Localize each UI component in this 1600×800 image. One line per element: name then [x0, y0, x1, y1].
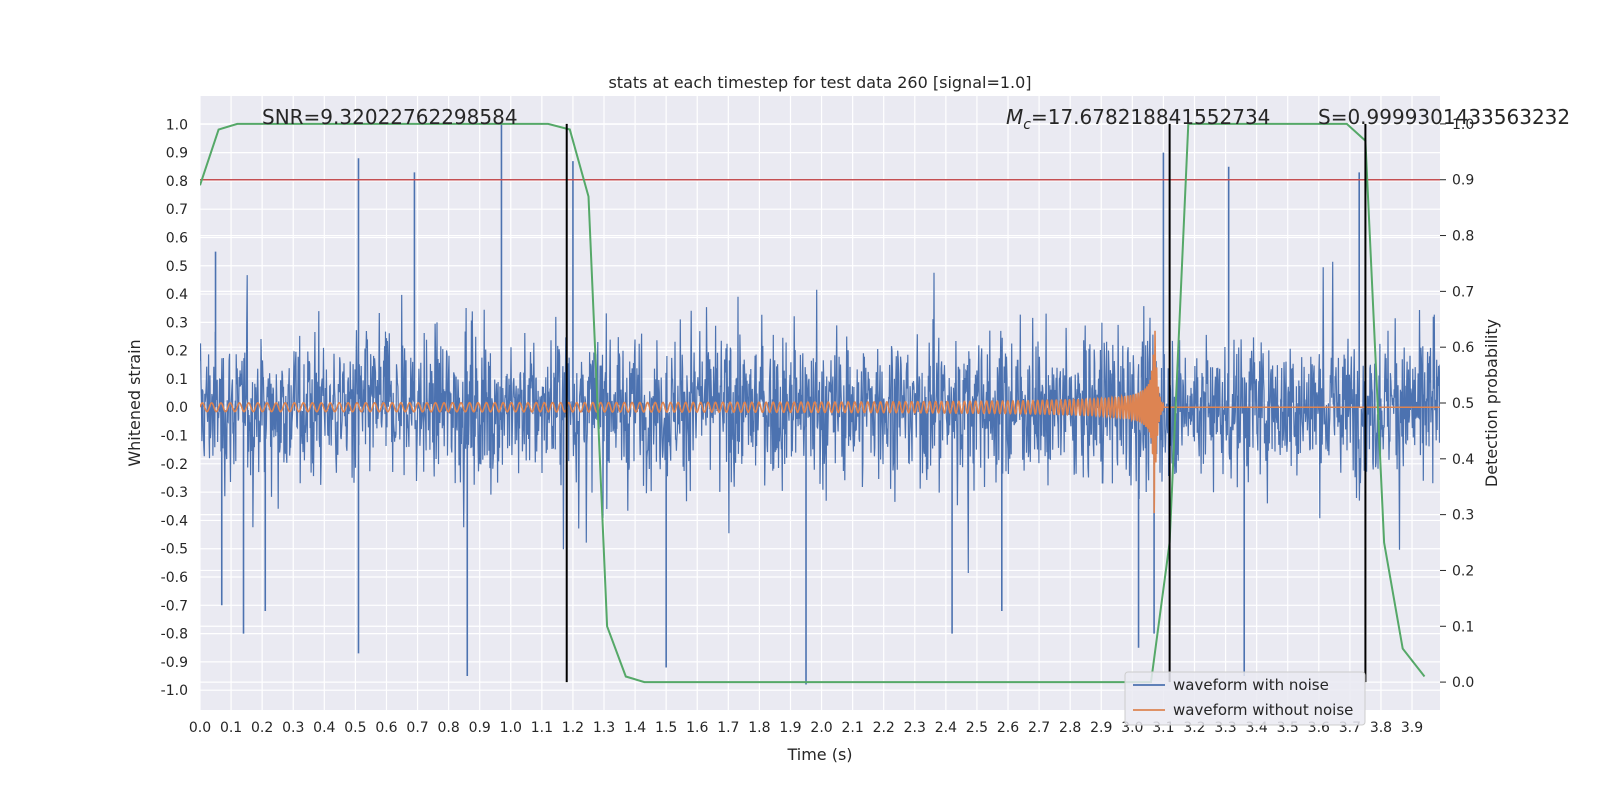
x-tick-label: 2.4 — [935, 720, 957, 736]
x-tick-label: 3.8 — [1370, 720, 1392, 736]
x-tick-label: 0.7 — [406, 720, 428, 736]
y-tick-label: -0.2 — [161, 457, 188, 473]
y-tick-label: -0.1 — [161, 429, 188, 445]
x-tick-label: 2.1 — [841, 720, 863, 736]
x-tick-label: 1.7 — [717, 720, 739, 736]
chirp-mass-annotation: Mc=17.678218841552734 — [1006, 105, 1270, 133]
y-tick-label: 0.6 — [166, 230, 188, 246]
y-tick-label: -0.5 — [161, 542, 188, 558]
y-tick-label: 0.7 — [166, 202, 188, 218]
series-waveform-without-noise — [200, 330, 1440, 514]
series-detection-probability — [200, 122, 1426, 684]
legend-label-clean: waveform without noise — [1173, 701, 1353, 719]
x-tick-label: 2.3 — [904, 720, 926, 736]
y2-tick-label: 0.8 — [1452, 229, 1474, 245]
y-tick-label: 0.3 — [166, 315, 188, 331]
y2-tick-label: 0.5 — [1452, 396, 1474, 412]
legend-label-noisy: waveform with noise — [1173, 676, 1329, 694]
x-tick-label: 0.8 — [437, 720, 459, 736]
y2-tick-label: 0.2 — [1452, 563, 1474, 579]
y-axis-label: Whitened strain — [125, 339, 144, 466]
x-tick-label: 0.3 — [282, 720, 304, 736]
y-tick-label: 0.8 — [166, 174, 188, 190]
y-tick-labels: 1.0 0.9 0.8 0.7 0.6 0.5 0.4 0.3 0.2 0.1 0.0 -0.1 -0.… — [161, 117, 188, 699]
chirp-mass-subscript: c — [1023, 117, 1031, 133]
y-tick-label: -0.6 — [161, 570, 188, 586]
x-tick-label: 2.2 — [873, 720, 895, 736]
legend: waveform with noise waveform without noi… — [1124, 671, 1366, 726]
x-axis-label: Time (s) — [786, 745, 852, 764]
y-tick-label: 0.0 — [166, 400, 188, 416]
x-tick-label: 1.5 — [655, 720, 677, 736]
y2-tick-label: 0.4 — [1452, 452, 1474, 468]
x-tick-label: 2.7 — [1028, 720, 1050, 736]
y2-tick-label: 1.0 — [1452, 117, 1474, 133]
x-tick-label: 1.2 — [562, 720, 584, 736]
y-tick-label: 0.2 — [166, 344, 188, 360]
y2-tick-label: 0.9 — [1452, 173, 1474, 189]
y2-axis-label: Detection probability — [1482, 319, 1501, 487]
x-tick-label: 2.8 — [1059, 720, 1081, 736]
x-tick-label: 1.6 — [686, 720, 708, 736]
x-tick-label: 0.0 — [189, 720, 211, 736]
x-tick-label: 1.3 — [593, 720, 615, 736]
x-tick-label: 1.0 — [500, 720, 522, 736]
x-tick-label: 1.1 — [531, 720, 553, 736]
x-tick-label: 1.8 — [748, 720, 770, 736]
snr-annotation: SNR=9.32022762298584 — [262, 105, 518, 129]
chirp-mass-symbol: M — [1006, 105, 1023, 129]
x-tick-label: 0.6 — [375, 720, 397, 736]
chart-title: stats at each timestep for test data 260… — [608, 73, 1031, 92]
x-tick-label: 0.9 — [469, 720, 491, 736]
y-tick-label: -0.8 — [161, 627, 188, 643]
series-waveform-with-noise — [200, 261, 1440, 574]
y-tick-label: -0.3 — [161, 485, 188, 501]
x-tick-label: 2.0 — [810, 720, 832, 736]
x-tick-label: 3.9 — [1401, 720, 1423, 736]
y2-tick-label: 0.0 — [1452, 675, 1474, 691]
y-tick-label: 1.0 — [166, 117, 188, 133]
y2-tick-label: 0.6 — [1452, 340, 1474, 356]
x-tick-label: 0.2 — [251, 720, 273, 736]
y-tick-label: 0.4 — [166, 287, 188, 303]
y2-tick-label: 0.7 — [1452, 284, 1474, 300]
y-tick-label: -0.4 — [161, 513, 188, 529]
y2-tick-label: 0.3 — [1452, 508, 1474, 524]
x-tick-label: 2.9 — [1090, 720, 1112, 736]
x-tick-label: 2.5 — [966, 720, 988, 736]
x-tick-label: 2.6 — [997, 720, 1019, 736]
x-tick-label: 1.9 — [779, 720, 801, 736]
chirp-mass-value: =17.678218841552734 — [1031, 105, 1270, 129]
x-tick-label: 0.4 — [313, 720, 335, 736]
y2-tick-label: 0.1 — [1452, 619, 1474, 635]
x-tick-label: 1.4 — [624, 720, 646, 736]
y-tick-label: 0.9 — [166, 146, 188, 162]
y2-tick-labels: 1.0 0.9 0.8 0.7 0.6 0.5 0.4 0.3 0.2 0.1 0.0 — [1440, 117, 1474, 691]
x-tick-label: 0.5 — [344, 720, 366, 736]
legend-box — [1124, 671, 1366, 726]
x-tick-label: 0.1 — [220, 720, 242, 736]
y-tick-label: 0.1 — [166, 372, 188, 388]
y-tick-label: -1.0 — [161, 683, 188, 699]
significance-annotation: S=0.9999301433563232 — [1318, 105, 1570, 129]
y-tick-label: -0.7 — [161, 598, 188, 614]
y-tick-label: -0.9 — [161, 655, 188, 671]
y-tick-label: 0.5 — [166, 259, 188, 275]
